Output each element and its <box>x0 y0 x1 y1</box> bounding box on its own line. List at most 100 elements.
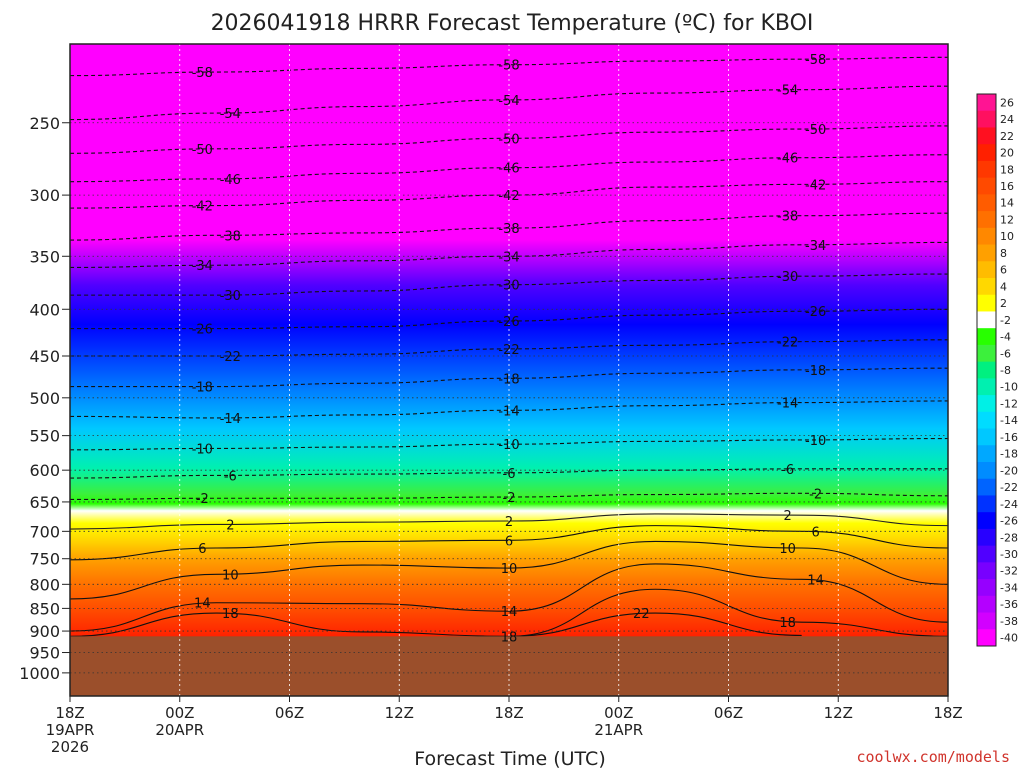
colorbar-swatch <box>977 244 996 262</box>
colorbar-swatch <box>977 411 996 430</box>
contour-label: -58 <box>498 59 519 74</box>
contour-label: 14 <box>501 605 518 620</box>
colorbar-label: -28 <box>1000 531 1018 544</box>
x-axis-label: Forecast Time (UTC) <box>414 748 605 768</box>
contour-label: -22 <box>220 350 241 365</box>
x-tick-label: 00Z <box>604 704 633 722</box>
x-tick-label: 2026 <box>51 738 89 756</box>
contour-label: 18 <box>222 607 239 622</box>
colorbar-label: 22 <box>1000 130 1014 143</box>
contour-label: -34 <box>805 239 826 254</box>
contour-label: -58 <box>805 53 826 68</box>
contour-label: -50 <box>805 123 826 138</box>
contour-label: -42 <box>192 200 213 215</box>
colorbar-label: 10 <box>1000 230 1014 243</box>
colorbar-swatch <box>977 110 996 128</box>
colorbar-swatch <box>977 579 996 597</box>
colorbar-label: 6 <box>1000 264 1007 277</box>
y-tick-label: 300 <box>29 186 60 205</box>
colorbar-swatch <box>977 160 996 179</box>
contour-label: -50 <box>192 143 213 158</box>
x-tick-label: 18Z <box>55 704 84 722</box>
colorbar-swatch <box>977 261 996 279</box>
contour-label: -10 <box>192 442 213 457</box>
grid-lines <box>70 44 948 696</box>
contour-line <box>70 400 948 419</box>
colorbar-label: -4 <box>1000 331 1011 344</box>
contour-line <box>70 56 948 77</box>
colorbar: 26 24 22 20 18 16 14 12 10 8 6 4 2 -2 -4 -6 -8 -10 -12 -14 -… <box>976 93 1018 647</box>
contour-label: -22 <box>498 343 519 358</box>
contour-label: -46 <box>498 162 519 177</box>
colorbar-swatch <box>977 194 996 212</box>
colorbar-swatch <box>977 227 996 246</box>
colorbar-label: -20 <box>1000 464 1018 477</box>
colorbar-label: -30 <box>1000 548 1018 561</box>
contour-label: 10 <box>501 562 518 577</box>
y-tick-label: 400 <box>29 300 60 319</box>
contour-label: -6 <box>224 469 237 484</box>
contour-label: 18 <box>501 630 518 645</box>
y-tick-label: 250 <box>29 114 60 133</box>
contour-line <box>70 540 948 600</box>
y-tick-label: 1000 <box>19 664 60 683</box>
x-tick-label: 21APR <box>594 721 643 739</box>
colorbar-swatch <box>977 595 996 614</box>
colorbar-swatch <box>977 612 996 630</box>
colorbar-swatch <box>977 344 996 363</box>
contour-label: -30 <box>220 289 241 304</box>
colorbar-swatch <box>977 495 996 513</box>
colorbar-swatch <box>977 127 996 145</box>
x-tick-label: 06Z <box>275 704 304 722</box>
x-tick-label: 12Z <box>385 704 414 722</box>
contour-line <box>70 492 948 501</box>
colorbar-label: 24 <box>1000 113 1014 126</box>
colorbar-label: -40 <box>1000 632 1018 645</box>
colorbar-label: -2 <box>1000 314 1011 327</box>
colorbar-swatch <box>977 445 996 463</box>
contour-label: -26 <box>498 315 519 330</box>
contour-label: -22 <box>777 336 798 351</box>
y-tick-label: 500 <box>29 389 60 408</box>
colorbar-swatch <box>977 545 996 563</box>
colorbar-label: 18 <box>1000 163 1014 176</box>
y-tick-label: 750 <box>29 550 60 569</box>
contour-label: -18 <box>498 372 519 387</box>
contour-line <box>70 339 948 357</box>
y-tick-label: 600 <box>29 461 60 480</box>
y-tick-label: 950 <box>29 644 60 663</box>
contour-label: 2 <box>784 509 792 524</box>
contour-label: 6 <box>505 534 513 549</box>
contour-label: -14 <box>220 412 241 427</box>
contour-label: 10 <box>779 542 796 557</box>
contour-label: 2 <box>226 518 234 533</box>
colorbar-swatch <box>977 528 996 547</box>
contour-label: -18 <box>192 381 213 396</box>
contour-label: -46 <box>777 152 798 167</box>
colorbar-label: -18 <box>1000 448 1018 461</box>
colorbar-swatch <box>977 177 996 195</box>
contour-label: -30 <box>777 270 798 285</box>
colorbar-swatch <box>977 512 996 530</box>
colorbar-swatch <box>977 378 996 396</box>
y-tick-label: 700 <box>29 522 60 541</box>
colorbar-label: 4 <box>1000 280 1007 293</box>
colorbar-frame <box>976 93 997 647</box>
colorbar-label: 12 <box>1000 213 1014 226</box>
colorbar-label: -34 <box>1000 581 1018 594</box>
contour-label: 22 <box>633 607 650 622</box>
contour-label: -42 <box>498 189 519 204</box>
contour-label: -34 <box>192 259 213 274</box>
colorbar-label: 8 <box>1000 247 1007 260</box>
contour-label: 6 <box>198 542 206 557</box>
y-tick-label: 550 <box>29 427 60 446</box>
contour-label: 6 <box>812 525 820 540</box>
contour-label: -14 <box>777 397 798 412</box>
y-tick-label: 900 <box>29 622 60 641</box>
contour-line <box>70 468 948 479</box>
contour-label: -26 <box>805 305 826 320</box>
y-tick-label: 350 <box>29 247 60 266</box>
colorbar-label: -12 <box>1000 397 1018 410</box>
